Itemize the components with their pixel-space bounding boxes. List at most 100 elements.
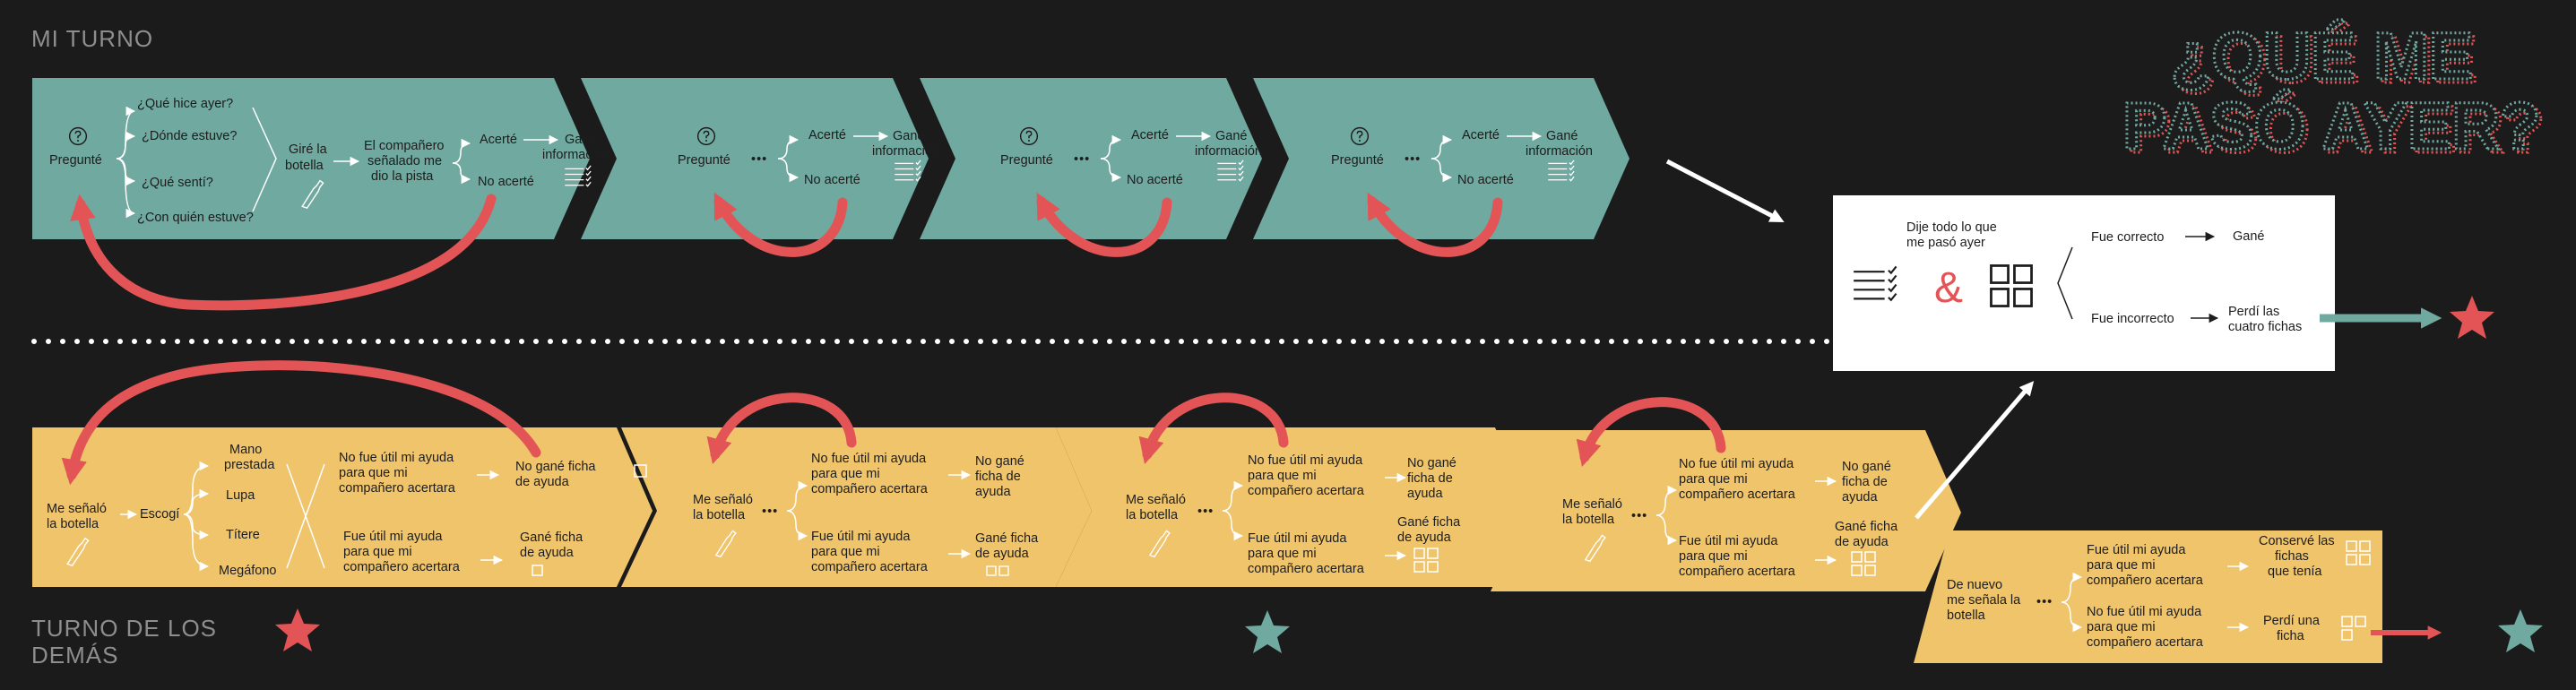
yellow-chevron-1 [32, 427, 653, 587]
dots: ••• [1074, 152, 1090, 167]
senalo-line1: Me señaló [693, 493, 753, 507]
no-util-line3: compañero acertara [339, 481, 456, 496]
red-loop-arrow-1 [70, 194, 497, 311]
question-que-senti: ¿Qué sentí? [142, 176, 213, 190]
teal-star-icon [2498, 609, 2543, 652]
dije-line1: Dije todo lo que [1906, 220, 1997, 235]
teal-chevron-3-content: Pregunté ••• Acerté Gané información No … [1000, 126, 1262, 187]
teal-chevron-4-content: Pregunté ••• Acerté Gané información No … [1331, 126, 1593, 187]
no-util-line1: No fue útil mi ayuda [1248, 453, 1363, 468]
gane-ficha-line2: de ayuda [1835, 535, 1889, 549]
token-square-icon [634, 464, 647, 478]
gane-label-2: información [542, 148, 609, 162]
no-gane-line1: No gané ficha [515, 460, 596, 474]
util-line2: para que mi [2087, 558, 2156, 573]
result-box: Dije todo lo que me pasó ayer & Fue corr… [1833, 195, 2335, 371]
yellow-chevrons [32, 427, 2382, 663]
perdi-line2: cuatro fichas [2228, 320, 2302, 334]
gane-ficha-line2: de ayuda [1397, 530, 1452, 545]
gire-label-1: Giré la [289, 142, 328, 157]
red-star-icon [2450, 296, 2494, 339]
title-line2: PASÓ AYER? [2122, 89, 2540, 163]
companero-line2: señalado me [367, 154, 442, 168]
dije-line2: me pasó ayer [1906, 236, 1985, 250]
no-acerte-label: No acerté [1127, 173, 1183, 187]
mano-line2: prestada [224, 458, 275, 472]
result-box-bg [1833, 195, 2335, 371]
gire-label-2: botella [285, 159, 324, 173]
section-mi-turno: MI TURNO [31, 25, 153, 52]
no-gane-line3: ayuda [1842, 490, 1878, 505]
gane-ficha-line2: de ayuda [520, 546, 575, 560]
perdi-una-line1: Perdí una [2263, 614, 2321, 628]
no-util-line3: compañero acertara [1248, 484, 1365, 498]
no-acerte-label: No acerté [804, 173, 860, 187]
no-gane-line1: No gané [1407, 456, 1457, 470]
no-util-line2: para que mi [811, 467, 880, 481]
no-util-line1: No fue útil mi ayuda [2087, 605, 2202, 619]
teal-chevron-1-content: Pregunté ¿Qué hice ayer? ¿Dónde estuve? … [49, 97, 609, 225]
acerte-label: Acerté [808, 128, 846, 142]
gane-label-2: información [1526, 144, 1593, 159]
util-line3: compañero acertara [2087, 574, 2204, 588]
white-arrow-to-result [1665, 159, 1785, 222]
gane-ficha-line1: Gané ficha [520, 530, 583, 545]
no-util-line2: para que mi [1679, 472, 1748, 487]
no-gane-line3: ayuda [1407, 487, 1443, 501]
yellow-chevron-1-content: Me señaló la botella Escogí Mano prestad… [47, 443, 596, 578]
fue-incorrecto: Fue incorrecto [2091, 312, 2174, 326]
no-gane-line2: ficha de [1407, 471, 1453, 486]
util-line3: compañero acertara [1248, 562, 1365, 576]
yellow-chevron-3-content: Me señaló la botella ••• No fue útil mi … [1126, 453, 1461, 576]
question-donde-estuve: ¿Dónde estuve? [142, 129, 237, 143]
section-turno-demas-line1: TURNO DE LOS [31, 615, 217, 642]
acerte-label: Acerté [480, 133, 517, 147]
acerte-label: Acerté [1131, 128, 1169, 142]
red-loop-arrow-7 [1138, 392, 1289, 465]
senalo-line2: la botella [1126, 508, 1179, 522]
pregunte-label: Pregunté [678, 153, 730, 168]
gane-label-2: información [872, 144, 939, 159]
senalo-line2: la botella [1562, 513, 1615, 527]
titere-label: Títere [226, 528, 260, 542]
gane-ficha-line1: Gané ficha [1835, 520, 1898, 534]
teal-chevron-3 [920, 78, 1262, 239]
red-loop-arrows-top [70, 192, 1503, 311]
senalo-line2: la botella [693, 508, 746, 522]
title-line2-shadow: PASÓ AYER? [2127, 92, 2545, 167]
token-square-icon [532, 565, 543, 576]
teal-chevron-2-content: Pregunté ••• Acerté Gané información No … [678, 126, 939, 187]
pregunte-label: Pregunté [1331, 153, 1384, 168]
token-square-icon [998, 565, 1009, 576]
ampersand: & [1934, 264, 1963, 312]
dots: ••• [1405, 152, 1421, 167]
gane-result: Gané [2233, 229, 2264, 244]
no-gane-line1: No gané [1842, 460, 1891, 474]
gane-ficha-line2: de ayuda [975, 547, 1030, 561]
no-util-line2: para que mi [339, 466, 408, 480]
nuevo-line3: botella [1947, 608, 1986, 623]
yellow-chevron-5-content: De nuevo me señala la botella ••• Fue út… [1947, 534, 2371, 650]
dots: ••• [762, 505, 778, 519]
companero-line1: El compañero [364, 139, 444, 153]
question-con-quien: ¿Con quién estuve? [137, 211, 254, 225]
no-gane-line1: No gané [975, 454, 1024, 469]
lupa-label: Lupa [226, 488, 255, 503]
conserve-line1: Conservé las [2259, 534, 2335, 548]
util-line2: para que mi [343, 545, 412, 559]
red-star-icon [275, 608, 320, 651]
red-loop-arrow-6 [706, 392, 857, 465]
white-arrow-up-to-result [1915, 381, 2035, 520]
yellow-chevron-2-content: Me señaló la botella ••• No fue útil mi … [693, 452, 1039, 576]
no-util-line3: compañero acertara [2087, 635, 2204, 650]
companero-line3: dio la pista [371, 169, 434, 184]
dots: ••• [751, 152, 767, 167]
title: ¿QUÉ ME ¿QUÉ ME PASÓ AYER? PASÓ AYER? [2122, 18, 2546, 168]
acerte-label: Acerté [1462, 128, 1500, 142]
teal-chevron-4 [1253, 78, 1629, 239]
no-util-line1: No fue útil mi ayuda [339, 451, 454, 465]
util-line2: para que mi [811, 545, 880, 559]
gane-label-2: información [1195, 144, 1262, 159]
gane-label-1: Gané [893, 129, 924, 143]
